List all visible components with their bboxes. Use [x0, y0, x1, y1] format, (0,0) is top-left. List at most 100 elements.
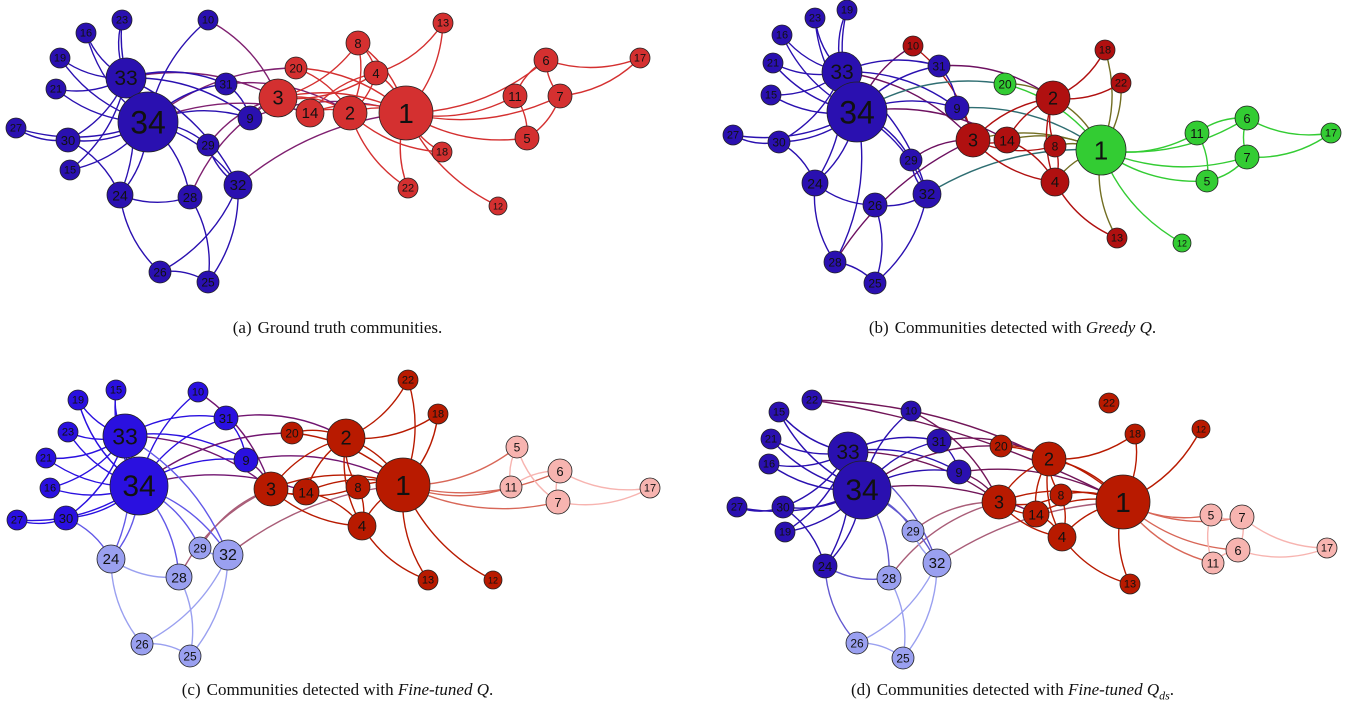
node-label: 24 [807, 176, 823, 192]
caption-suffix: . [488, 680, 494, 699]
node-label: 1 [1115, 487, 1131, 518]
node-circle [130, 632, 154, 656]
node-26: 26 [130, 632, 154, 656]
node-circle [326, 418, 366, 458]
node-circle [1119, 573, 1141, 595]
node-label: 19 [72, 395, 84, 407]
node-label: 18 [432, 409, 444, 421]
node-circle [213, 405, 239, 431]
node-circle [1229, 504, 1255, 530]
node-label: 13 [437, 18, 449, 30]
node-label: 6 [1243, 111, 1250, 126]
node-label: 20 [994, 440, 1008, 454]
node-circle [102, 413, 148, 459]
node-label: 7 [556, 89, 563, 104]
node-circle [955, 122, 991, 158]
node-circle [212, 539, 244, 571]
node-label: 31 [932, 60, 946, 74]
node-29: 29 [188, 536, 212, 560]
panel-a: 1 2 3 4 5 6 7 8 9 10 11 12 13 14 15 16 17 18 19 20 21 22 23 24 2… [0, 0, 675, 354]
node-label: 10 [202, 15, 214, 27]
node-label: 25 [868, 277, 882, 291]
node-24: 24 [96, 544, 126, 574]
node-circle [981, 484, 1017, 520]
node-label: 34 [130, 105, 166, 141]
node-label: 28 [171, 570, 187, 586]
node-label: 6 [542, 53, 549, 68]
node-label: 22 [806, 395, 818, 407]
node-circle [284, 56, 308, 80]
node-20: 20 [284, 56, 308, 80]
node-21: 21 [35, 447, 57, 469]
node-circle [45, 78, 67, 100]
node-label: 19 [54, 53, 66, 65]
node-15: 15 [768, 401, 790, 423]
node-30: 30 [767, 130, 791, 154]
node-label: 23 [116, 15, 128, 27]
node-circle [196, 270, 220, 294]
node-21: 21 [45, 78, 67, 100]
node-circle [375, 457, 431, 513]
node-circle [488, 196, 508, 216]
node-circle [832, 460, 892, 520]
node-15: 15 [760, 84, 782, 106]
node-circle [53, 505, 79, 531]
node-30: 30 [771, 495, 795, 519]
node-18: 18 [1094, 39, 1116, 61]
caption-d: (d) Communities detected with Fine-tuned … [675, 680, 1350, 703]
node-label: 4 [358, 518, 366, 535]
node-label: 20 [285, 427, 299, 441]
node-circle [514, 125, 540, 151]
node-label: 9 [953, 101, 960, 116]
node-16: 16 [39, 477, 61, 499]
node-circle [1075, 124, 1127, 176]
node-circle [39, 477, 61, 499]
node-circle [922, 548, 952, 578]
node-label: 29 [201, 139, 215, 153]
node-28: 28 [165, 563, 193, 591]
node-circle [1320, 122, 1342, 144]
node-33: 33 [102, 413, 148, 459]
node-circle [1098, 392, 1120, 414]
node-circle [55, 127, 81, 153]
node-label: 3 [266, 480, 276, 500]
node-circle [758, 453, 780, 475]
node-label: 11 [505, 481, 518, 495]
caption-method: Greedy Q [1085, 318, 1152, 337]
node-29: 29 [901, 519, 925, 543]
node-label: 16 [80, 28, 92, 40]
caption-text: Communities detected with [876, 680, 1068, 699]
node-label: 23 [809, 13, 821, 25]
node-label: 32 [219, 547, 237, 564]
node-label: 19 [779, 527, 791, 539]
node-circle [253, 471, 289, 507]
node-2: 2 [326, 418, 366, 458]
node-circle [5, 117, 27, 139]
node-19: 19 [67, 389, 89, 411]
node-circle [214, 72, 238, 96]
node-circle [639, 477, 661, 499]
node-label: 4 [1051, 174, 1059, 191]
node-label: 22 [402, 183, 414, 195]
node-19: 19 [836, 0, 858, 21]
node-label: 5 [1204, 175, 1211, 189]
caption-text: Ground truth communities. [257, 318, 443, 337]
node-24: 24 [106, 181, 134, 209]
node-circle [233, 447, 259, 473]
node-17: 17 [1316, 537, 1338, 559]
edge-6-17 [1246, 117, 1332, 136]
node-label: 15 [110, 385, 122, 397]
node-circle [1043, 134, 1067, 158]
node-circle [1225, 537, 1251, 563]
node-circle [760, 84, 782, 106]
node-3: 3 [253, 471, 289, 507]
node-label: 5 [1208, 509, 1215, 523]
node-circle [926, 428, 952, 454]
edge-7-17 [557, 487, 651, 506]
node-circle [1095, 474, 1151, 530]
node-7: 7 [1234, 144, 1260, 170]
node-label: 17 [1325, 128, 1337, 140]
node-circle [946, 459, 972, 485]
node-34: 34 [109, 456, 169, 516]
